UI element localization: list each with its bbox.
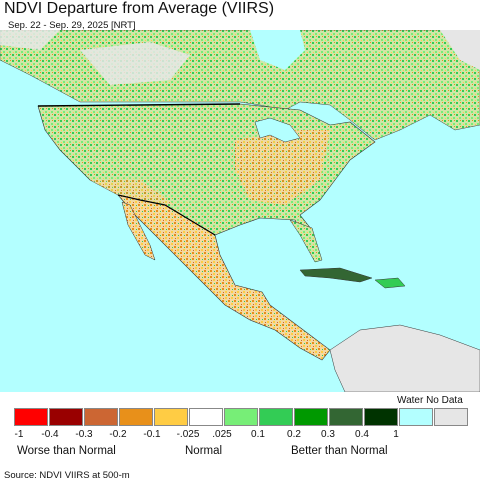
legend-swatch (399, 408, 433, 426)
great-lakes (254, 117, 301, 143)
legend-tick: 0.1 (251, 429, 265, 440)
legend-category-worse: Worse than Normal (17, 445, 116, 457)
source-credit: Source: NDVI VIIRS at 500-m (4, 470, 130, 481)
legend-tick: .025 (212, 429, 232, 440)
legend-tick: 0.4 (355, 429, 369, 440)
legend-swatch (224, 408, 258, 426)
legend-tick: -0.2 (109, 429, 127, 440)
legend-tick: 1 (393, 429, 399, 440)
alaska-gray-area (0, 30, 60, 50)
cuba (299, 267, 373, 283)
legend-swatch (14, 408, 48, 426)
legend-color-bar (14, 408, 469, 426)
legend-category-better: Better than Normal (291, 445, 388, 457)
legend-swatch (84, 408, 118, 426)
map-title: NDVI Departure from Average (VIIRS) (4, 0, 275, 17)
legend-swatch (294, 408, 328, 426)
legend-tick: -0.3 (75, 429, 93, 440)
legend-swatch (189, 408, 223, 426)
ndvi-map (0, 30, 480, 392)
legend-tick: -.025 (176, 429, 200, 440)
legend-swatch (259, 408, 293, 426)
legend-category-normal: Normal (185, 445, 223, 457)
baja-california (121, 201, 156, 261)
legend-tick: 0.3 (321, 429, 335, 440)
canada-gray-area (80, 42, 190, 85)
hudson-bay (250, 30, 305, 70)
us-mexico-border (117, 194, 216, 236)
florida (289, 219, 323, 263)
south-america-no-data (329, 324, 480, 392)
legend-swatch (434, 408, 468, 426)
southwest-dry-area (90, 180, 175, 205)
legend-tick: -0.4 (41, 429, 59, 440)
eastern-us-dry-area (235, 130, 330, 205)
legend-water-no-data-label: Water No Data (397, 395, 463, 406)
map-subtitle: Sep. 22 - Sep. 29, 2025 [NRT] (8, 20, 136, 31)
legend-swatch (119, 408, 153, 426)
legend-swatch (329, 408, 363, 426)
legend-swatch (364, 408, 398, 426)
us-canada-border (37, 103, 241, 107)
greenland-corner (440, 30, 480, 70)
legend-swatch (49, 408, 83, 426)
legend-tick: -0.1 (143, 429, 161, 440)
legend-swatch (154, 408, 188, 426)
legend-tick: -1 (14, 429, 24, 440)
hispaniola (374, 277, 406, 289)
legend-tick: 0.2 (287, 429, 301, 440)
